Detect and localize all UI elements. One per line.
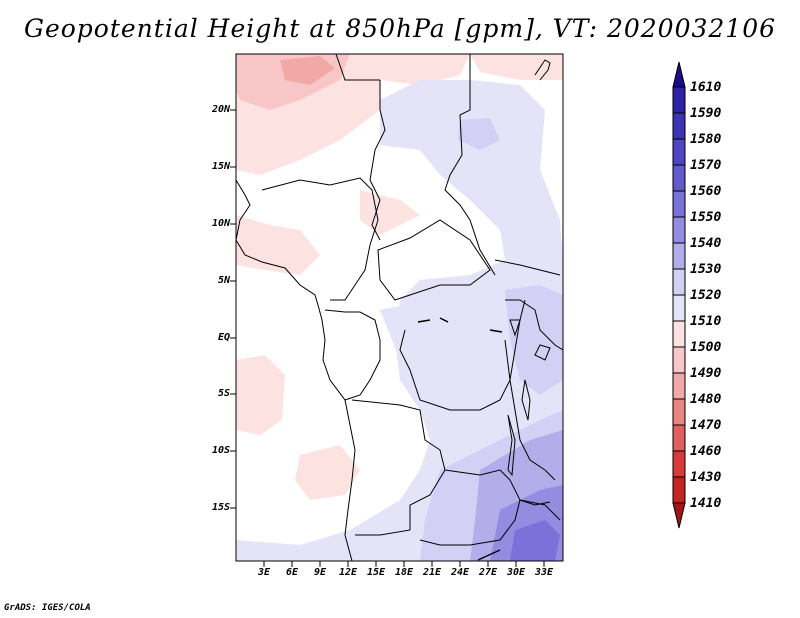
colorbar-label-1430: 1430 (690, 470, 722, 485)
plot-frame (235, 53, 564, 562)
contour-blue-deepest (510, 520, 560, 561)
colorbar (672, 61, 686, 529)
car-border (377, 219, 491, 301)
lon-label-18e: 18E (394, 567, 414, 578)
contour-blue-lakes (505, 285, 563, 395)
lat-label-20n: 20N (211, 104, 230, 115)
colorbar-label-1590: 1590 (690, 106, 722, 121)
colorbar-label-1480: 1480 (690, 392, 722, 407)
lat-label-eq: EQ (217, 332, 230, 343)
lon-label-30e: 30E (506, 567, 526, 578)
colorbar-swatch (672, 450, 686, 478)
zambia-mozambique-border (419, 469, 561, 546)
colorbar-top-arrow (672, 61, 686, 88)
colorbar-swatch (672, 424, 686, 452)
red-sea-coast (534, 59, 551, 81)
lon-label-24e: 24E (450, 567, 470, 578)
colorbar-swatch (672, 294, 686, 322)
colorbar-label-1580: 1580 (690, 132, 722, 147)
colorbar-swatch (672, 112, 686, 140)
colorbar-label-1410: 1410 (690, 496, 722, 511)
colorbar-label-1490: 1490 (690, 366, 722, 381)
colorbar-label-1460: 1460 (690, 444, 722, 459)
colorbar-label-1500: 1500 (690, 340, 722, 355)
contour-pink-angola (295, 445, 360, 500)
coastlines-borders (236, 54, 563, 561)
colorbar-label-1560: 1560 (690, 184, 722, 199)
lon-label-12e: 12E (338, 567, 358, 578)
colorbar-swatch (672, 190, 686, 218)
colorbar-swatch (672, 372, 686, 400)
lakes-detail (417, 317, 503, 561)
colorbar-swatch (672, 320, 686, 348)
congo-borders (324, 299, 526, 411)
lat-label-10s: 10S (211, 445, 230, 456)
colorbar-label-1550: 1550 (690, 210, 722, 225)
lat-label-15s: 15S (211, 502, 230, 513)
colorbar-swatch (672, 216, 686, 244)
grads-credit: GrADS: IGES/COLA (4, 603, 91, 613)
colorbar-swatch (672, 268, 686, 296)
zambezi-lake (519, 499, 551, 506)
map-title: Geopotential Height at 850hPa [gpm], VT:… (23, 14, 777, 43)
west-africa-coast (236, 179, 356, 561)
lat-label-15n: 15N (211, 161, 230, 172)
lat-label-5s: 5S (217, 388, 230, 399)
colorbar-label-1520: 1520 (690, 288, 722, 303)
colorbar-label-1470: 1470 (690, 418, 722, 433)
lon-label-21e: 21E (422, 567, 442, 578)
colorbar-label-1570: 1570 (690, 158, 722, 173)
lake-outlines (507, 319, 551, 477)
nigeria-chad-border (261, 177, 379, 301)
lon-label-33e: 33E (534, 567, 554, 578)
colorbar-swatch (672, 242, 686, 270)
lon-label-15e: 15E (366, 567, 386, 578)
colorbar-label-1510: 1510 (690, 314, 722, 329)
colorbar-label-1530: 1530 (690, 262, 722, 277)
lon-ticks (263, 561, 545, 567)
contour-pink-ne (470, 54, 563, 80)
east-africa-border (494, 259, 563, 481)
lon-label-9e: 9E (313, 567, 327, 578)
lon-label-6e: 6E (285, 567, 299, 578)
lat-label-10n: 10N (211, 218, 230, 229)
colorbar-label-1540: 1540 (690, 236, 722, 251)
contour-pink-south-atlantic (236, 355, 285, 435)
colorbar-swatch (672, 86, 686, 114)
colorbar-bottom-arrow (672, 502, 686, 529)
sahara-borders (335, 54, 496, 276)
contour-red-north-core (280, 56, 335, 85)
colorbar-swatch (672, 476, 686, 504)
lon-label-3e: 3E (257, 567, 271, 578)
colorbar-label-1610: 1610 (690, 80, 722, 95)
colorbar-swatch (672, 138, 686, 166)
colorbar-swatch (672, 346, 686, 374)
contour-pink-sahel (360, 190, 420, 235)
colorbar-swatch (672, 164, 686, 192)
contour-blue-east (458, 118, 500, 150)
lat-label-5n: 5N (217, 275, 230, 286)
lon-label-27e: 27E (478, 567, 498, 578)
colorbar-swatch (672, 398, 686, 426)
lat-ticks (230, 109, 236, 509)
contour-lavender-congo (380, 300, 510, 420)
